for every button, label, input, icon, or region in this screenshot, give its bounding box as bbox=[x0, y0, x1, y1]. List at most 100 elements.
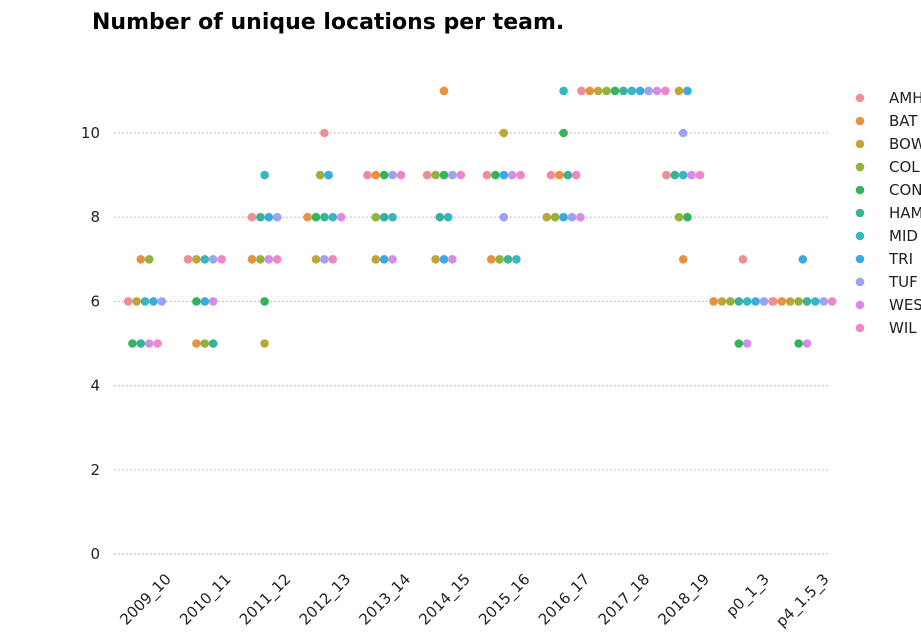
data-point-wil bbox=[153, 339, 162, 348]
data-point-wes bbox=[507, 170, 517, 180]
legend-label: WIL bbox=[889, 319, 917, 337]
legend-label: BOW bbox=[889, 135, 921, 153]
data-point-tuf bbox=[759, 297, 769, 306]
legend-marker bbox=[855, 185, 865, 195]
data-point-bow bbox=[311, 254, 321, 264]
legend-marker bbox=[855, 231, 865, 241]
data-point-bat bbox=[192, 339, 201, 348]
legend-label: TUF bbox=[888, 273, 918, 291]
data-point-wes bbox=[576, 212, 585, 222]
y-tick-label: 6 bbox=[90, 292, 100, 310]
x-tick-label: 2017_18 bbox=[595, 570, 654, 629]
legend-label: HAM bbox=[889, 204, 921, 222]
legend-label: CON bbox=[889, 181, 921, 199]
data-point-tri bbox=[149, 297, 158, 306]
data-point-wes bbox=[802, 339, 812, 348]
x-tick-label: 2011_12 bbox=[236, 570, 295, 629]
data-point-ham bbox=[320, 212, 329, 222]
data-point-wes bbox=[264, 254, 274, 264]
data-point-amh bbox=[482, 170, 492, 180]
data-point-bat bbox=[371, 170, 381, 180]
legend-label: AMH bbox=[889, 89, 921, 107]
data-point-col bbox=[550, 212, 560, 222]
data-point-amh bbox=[320, 128, 329, 138]
data-point-col bbox=[200, 339, 210, 348]
data-point-col bbox=[315, 170, 325, 180]
y-axis: 0 2 4 6 8 10 bbox=[81, 124, 100, 563]
data-point-tri bbox=[324, 170, 333, 180]
data-point-con bbox=[439, 170, 449, 180]
data-point-mid bbox=[200, 254, 210, 264]
data-point-col bbox=[794, 297, 803, 306]
data-point-tri bbox=[683, 86, 692, 96]
data-point-ham bbox=[563, 170, 573, 180]
data-point-amh bbox=[738, 254, 748, 264]
data-point-wes bbox=[144, 339, 154, 348]
legend-marker bbox=[855, 208, 865, 218]
data-point-tri bbox=[264, 212, 274, 222]
y-tick-label: 8 bbox=[90, 208, 100, 226]
data-point-bow bbox=[431, 254, 440, 264]
data-point-wes bbox=[388, 254, 397, 264]
data-point-tuf bbox=[678, 128, 688, 138]
data-point-bat bbox=[247, 254, 257, 264]
data-point-col bbox=[495, 254, 504, 264]
data-point-amh bbox=[123, 297, 133, 306]
data-point-bow bbox=[132, 297, 141, 306]
data-point-wil bbox=[661, 86, 670, 96]
data-point-tuf bbox=[567, 212, 577, 222]
data-point-col bbox=[144, 254, 154, 264]
data-point-mid bbox=[260, 170, 269, 180]
data-point-tuf bbox=[208, 254, 218, 264]
data-point-amh bbox=[577, 86, 586, 96]
data-point-bat bbox=[303, 212, 312, 222]
data-point-wil bbox=[396, 170, 406, 180]
data-point-tuf bbox=[157, 297, 167, 306]
y-tick-label: 10 bbox=[81, 124, 100, 142]
data-point-mid bbox=[811, 297, 820, 306]
data-point-ham bbox=[136, 339, 146, 348]
data-point-ham bbox=[379, 212, 389, 222]
data-point-bow bbox=[674, 86, 684, 96]
legend-marker bbox=[855, 116, 865, 126]
legend-label: WES bbox=[889, 296, 921, 314]
data-point-con bbox=[311, 212, 321, 222]
data-point-bow bbox=[542, 212, 552, 222]
x-tick-label: 2016_17 bbox=[535, 570, 594, 629]
legend-label: TRI bbox=[888, 250, 913, 268]
data-point-bow bbox=[499, 128, 509, 138]
data-point-mid bbox=[388, 212, 397, 222]
legend-marker bbox=[855, 93, 865, 103]
y-tick-label: 2 bbox=[90, 461, 100, 479]
data-point-wil bbox=[272, 254, 282, 264]
data-point-wes bbox=[687, 170, 696, 180]
data-point-amh bbox=[183, 254, 193, 264]
data-point-col bbox=[726, 297, 735, 306]
data-point-amh bbox=[247, 212, 257, 222]
legend: AMH BAT BOW COL CON HAM MID TRI TUF WES WIL bbox=[855, 89, 921, 337]
data-point-wes bbox=[208, 297, 218, 306]
data-point-tri bbox=[751, 297, 760, 306]
data-point-bow bbox=[785, 297, 795, 306]
data-point-col bbox=[256, 254, 265, 264]
x-tick-label: 2009_10 bbox=[116, 570, 175, 629]
data-point-mid bbox=[678, 170, 688, 180]
data-point-tri bbox=[499, 170, 509, 180]
legend-marker bbox=[855, 300, 865, 310]
data-point-con bbox=[260, 297, 269, 306]
data-point-tuf bbox=[819, 297, 829, 306]
data-point-amh bbox=[769, 297, 778, 306]
data-point-con bbox=[192, 297, 201, 306]
data-point-tuf bbox=[644, 86, 653, 96]
data-point-bat bbox=[709, 297, 718, 306]
data-point-tri bbox=[798, 254, 808, 264]
data-point-con bbox=[683, 212, 692, 222]
data-point-wil bbox=[217, 254, 226, 264]
data-point-ham bbox=[619, 86, 628, 96]
data-point-tri bbox=[439, 254, 449, 264]
data-point-mid bbox=[627, 86, 637, 96]
data-point-amh bbox=[546, 170, 556, 180]
data-point-tuf bbox=[320, 254, 329, 264]
data-point-wil bbox=[827, 297, 837, 306]
